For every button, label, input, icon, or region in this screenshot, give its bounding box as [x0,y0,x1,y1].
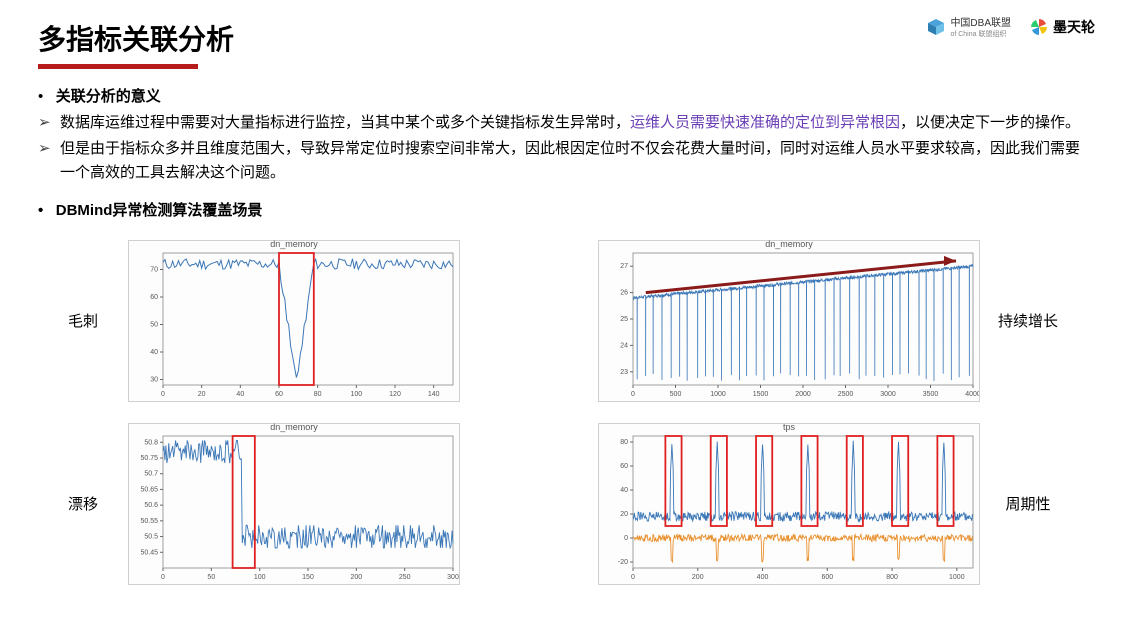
svg-text:1000: 1000 [949,574,965,581]
label-spike: 毛刺 [38,310,128,331]
heading-1: • 关联分析的意义 [38,85,1087,109]
svg-text:3500: 3500 [923,391,939,398]
svg-text:2000: 2000 [795,391,811,398]
svg-text:1000: 1000 [710,391,726,398]
svg-text:2500: 2500 [838,391,854,398]
label-drift: 漂移 [38,493,128,514]
logo-bar: 中国DBA联盟 of China 联盟组织 墨天轮 [926,14,1095,39]
charts-grid: 毛刺 dn_memory 020406080100120140304050607… [38,233,1087,591]
svg-text:50.7: 50.7 [144,470,158,477]
svg-text:120: 120 [389,391,401,398]
paragraph-1: 数据库运维过程中需要对大量指标进行监控，当其中某个或多个关键指标发生异常时，运维… [38,111,1087,135]
heading-2: • DBMind异常检测算法覆盖场景 [38,199,1087,223]
svg-text:0: 0 [161,391,165,398]
logo-motianlun: 墨天轮 [1029,17,1095,37]
svg-text:1500: 1500 [753,391,769,398]
chart-drift: dn_memory 05010015020025030050.4550.550.… [128,423,460,585]
svg-text:-20: -20 [618,559,628,566]
pinwheel-icon [1029,17,1049,37]
svg-text:0: 0 [631,391,635,398]
svg-text:20: 20 [620,511,628,518]
logo1-text: 中国DBA联盟 [950,14,1011,29]
svg-text:200: 200 [692,574,704,581]
svg-text:20: 20 [198,391,206,398]
svg-text:27: 27 [620,263,628,270]
svg-text:80: 80 [620,439,628,446]
svg-text:300: 300 [447,574,459,581]
svg-text:150: 150 [302,574,314,581]
chart-trend: dn_memory 050010001500200025003000350040… [598,240,980,402]
svg-text:30: 30 [150,376,158,383]
chart-periodic: tps 02004006008001000-20020406080 [598,423,980,585]
logo-dba: 中国DBA联盟 of China 联盟组织 [926,14,1011,39]
svg-text:40: 40 [620,487,628,494]
svg-text:0: 0 [631,574,635,581]
svg-text:140: 140 [428,391,440,398]
title-underline [38,64,198,69]
cube-icon [926,17,946,37]
svg-text:600: 600 [821,574,833,581]
logo2-text: 墨天轮 [1053,17,1095,37]
paragraph-2: 但是由于指标众多并且维度范围大，导致异常定位时搜索空间非常大，因此根因定位时不仅… [38,137,1087,185]
svg-text:4000: 4000 [965,391,979,398]
bullet-list: • 关联分析的意义 数据库运维过程中需要对大量指标进行监控，当其中某个或多个关键… [38,85,1087,223]
svg-text:24: 24 [620,342,628,349]
svg-text:40: 40 [150,349,158,356]
svg-text:50: 50 [207,574,215,581]
svg-text:26: 26 [620,289,628,296]
svg-text:3000: 3000 [880,391,896,398]
svg-text:250: 250 [399,574,411,581]
svg-text:0: 0 [624,535,628,542]
svg-text:40: 40 [236,391,244,398]
svg-text:400: 400 [757,574,769,581]
svg-text:23: 23 [620,368,628,375]
svg-text:50.55: 50.55 [140,517,158,524]
svg-text:60: 60 [275,391,283,398]
svg-text:100: 100 [254,574,266,581]
svg-text:60: 60 [150,294,158,301]
svg-text:50.6: 50.6 [144,502,158,509]
label-periodic: 周期性 [978,493,1078,514]
label-trend: 持续增长 [978,310,1078,331]
svg-text:50.5: 50.5 [144,533,158,540]
logo1-sub: of China 联盟组织 [950,29,1011,39]
svg-text:800: 800 [886,574,898,581]
svg-text:0: 0 [161,574,165,581]
svg-text:25: 25 [620,316,628,323]
svg-text:60: 60 [620,463,628,470]
svg-text:70: 70 [150,266,158,273]
chart-spike: dn_memory 0204060801001201403040506070 [128,240,460,402]
svg-text:50.65: 50.65 [140,486,158,493]
svg-text:50.8: 50.8 [144,439,158,446]
svg-text:50: 50 [150,321,158,328]
svg-text:100: 100 [350,391,362,398]
svg-text:200: 200 [350,574,362,581]
svg-text:50.45: 50.45 [140,549,158,556]
svg-text:50.75: 50.75 [140,455,158,462]
svg-text:500: 500 [670,391,682,398]
svg-text:80: 80 [314,391,322,398]
